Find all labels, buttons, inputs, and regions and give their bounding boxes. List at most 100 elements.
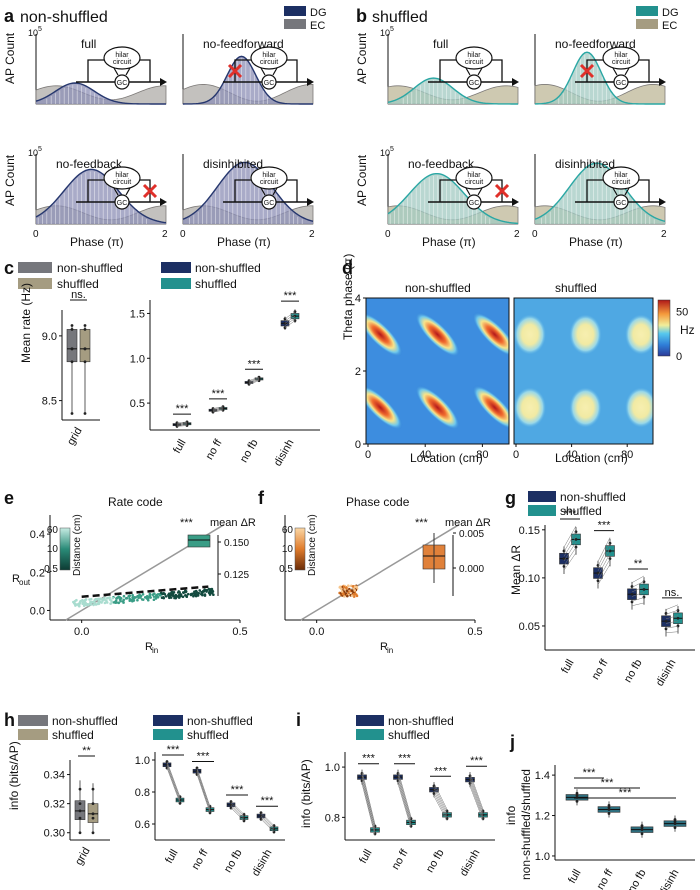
i-pair-line: [397, 783, 412, 829]
f-plots-xtick-label: 0.5: [467, 626, 482, 638]
j-a-sig-text: ***: [583, 767, 597, 779]
f-plots-scatter-point: [343, 588, 347, 591]
g-sh-0-point: [574, 545, 578, 549]
g-pair-line: [563, 536, 577, 557]
c-legend-ns-swatch: [161, 262, 191, 273]
i-3-sig-text: ***: [470, 755, 484, 767]
h-pair-line: [260, 814, 275, 828]
h-grid-sh-point: [91, 816, 95, 820]
b-plots-2-out-arrow: [512, 198, 519, 206]
panel-f: f Phase code: [258, 488, 410, 509]
panel-d-letter: d: [342, 258, 353, 278]
c-pair-line: [284, 320, 296, 328]
i-0-sig-text: ***: [362, 753, 376, 765]
d-ytick-label: 2: [355, 366, 361, 378]
e-plots-scatter-point: [86, 602, 89, 606]
h-pair-line: [230, 801, 245, 815]
g-sh-2-point: [642, 588, 646, 591]
j-0-point: [575, 793, 579, 797]
e-plots-scatter-point: [152, 595, 156, 598]
g-pair-line: [563, 525, 577, 548]
h-pair-line: [230, 806, 245, 820]
a-plots-1-fb-path: [287, 59, 298, 82]
h-legend-ns-label: non-shuffled: [187, 714, 253, 728]
e-plots-scatter-point: [151, 593, 155, 596]
j-0-point: [575, 799, 579, 803]
i-cat-label: no fb: [424, 848, 447, 875]
c-legend-grid-sh-label: shuffled: [57, 277, 99, 291]
i-ylabel: info (bits/AP): [299, 759, 313, 828]
i-pair-line: [469, 775, 484, 812]
g-pair-line: [631, 591, 645, 597]
h-grid-sh-point: [91, 831, 95, 835]
legend-dg-label-b: DG: [662, 7, 679, 19]
e-plots-scatter-point: [203, 594, 207, 597]
e-plots-cbar-tick: 60: [47, 525, 59, 536]
e-plots-ytick-label: 0.4: [30, 529, 45, 541]
g-legend-sh-swatch: [528, 505, 556, 516]
j-cat-label: no ff: [595, 867, 616, 890]
e-plots-scatter-point: [103, 601, 107, 605]
h-right-2-sig-text: ***: [231, 784, 245, 796]
d-title-sh: shuffled: [555, 281, 597, 295]
c-grid-ns-point: [70, 412, 74, 415]
j-ytick-label: 1.4: [535, 770, 550, 782]
f-plots-scatter-point: [352, 595, 356, 598]
a-plots-3-hilar-text1: hilar: [262, 172, 276, 179]
h-left-cat-label: grid: [73, 846, 93, 868]
e-plots-scatter-point: [116, 596, 119, 600]
h-left-ytick-label: 0.32: [44, 799, 65, 811]
e-plots-scatter-point: [192, 594, 195, 598]
d-xlabel-left: Location (cm): [410, 451, 483, 465]
a-plots-3-title: disinhibited: [203, 157, 263, 171]
i-pair-line: [361, 775, 376, 829]
b-plots-2-xtick-2: 2: [514, 229, 520, 240]
e-plots-inset-box: [187, 534, 211, 548]
d-0-field-blob: [366, 385, 403, 430]
i-pair-line: [433, 788, 448, 814]
panel-e-letter: e: [4, 488, 14, 508]
b-plots-1-inhib-path: [612, 67, 630, 76]
g-pair-line: [563, 541, 577, 562]
a-xlabel-left: Phase (π): [70, 235, 124, 249]
f-plots-scatter-point: [353, 589, 357, 592]
panel-e: e Rate code: [4, 488, 163, 509]
f-plots-xlabel: R: [380, 641, 388, 653]
e-plots-scatter-point: [109, 599, 113, 602]
e-plots-scatter-point: [74, 604, 77, 607]
d-1-heatmap-blobs: [514, 314, 653, 428]
c-pair-line: [212, 407, 224, 410]
a-plots-2-xtick-2: 2: [162, 229, 168, 240]
e-plots-scatter-point: [119, 599, 122, 603]
c-right-cat-label: full: [171, 438, 188, 456]
e-plots-scatter-point: [212, 593, 215, 597]
b-xlabel-right: Phase (π): [569, 235, 623, 249]
b-plots-3-out-arrow: [659, 198, 666, 206]
e-plots-scatter-point: [103, 598, 106, 601]
b-plots-0-hilar-text2: circuit: [465, 59, 483, 66]
b-plots-1-ff-path: [586, 59, 603, 82]
c-pair-line: [248, 379, 260, 384]
panel-d: d non-shuffled shuffled Theta phase (π) …: [341, 254, 695, 465]
a-ylabel-top: AP Count: [3, 32, 17, 84]
b-plots-0-inhib-path: [465, 67, 483, 76]
a-plots-3-dg-line: [182, 161, 314, 222]
h-pair-line: [230, 807, 245, 821]
a-plots-3-ff-path: [234, 179, 251, 202]
e-plots-scatter-point: [79, 599, 82, 603]
a-plots-1-ff-path: [234, 59, 251, 82]
e-plots-scatter-point: [167, 593, 170, 597]
d-1-field-blob: [569, 314, 602, 355]
g-cat-label: no fb: [622, 658, 645, 685]
e-plots-scatter-point: [207, 587, 211, 591]
i-pair-line: [397, 781, 412, 826]
j-2-point: [640, 826, 644, 830]
c-grid-ns-point: [70, 328, 74, 331]
a-plots-1-inhib-path: [260, 67, 278, 76]
b-plots-3-dg-line: [534, 162, 666, 223]
f-plots-scatter-point: [342, 585, 346, 589]
g-pair-line: [597, 548, 611, 571]
b-plots-2-fb-path: [492, 179, 503, 202]
